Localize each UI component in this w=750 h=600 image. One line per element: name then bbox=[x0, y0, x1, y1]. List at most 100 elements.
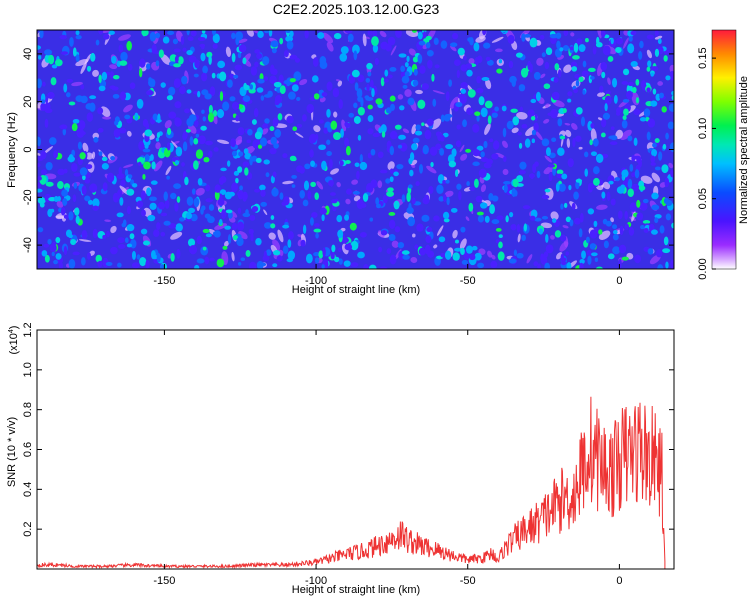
heatmap-cell bbox=[204, 213, 211, 219]
heatmap-cell bbox=[321, 160, 327, 171]
heatmap-cell bbox=[251, 205, 259, 212]
heatmap-cell bbox=[197, 36, 206, 42]
heatmap-cell bbox=[374, 57, 379, 66]
heatmap-cell-low bbox=[468, 58, 475, 65]
heatmap-cell bbox=[371, 36, 379, 47]
heatmap-cell bbox=[533, 261, 539, 267]
heatmap-cell bbox=[68, 233, 73, 239]
heatmap-cell bbox=[337, 229, 344, 239]
heatmap-cell bbox=[69, 36, 74, 47]
heatmap-cell bbox=[533, 122, 539, 132]
heatmap-cell bbox=[595, 266, 603, 269]
heatmap-cell bbox=[157, 113, 161, 124]
heatmap-cell bbox=[642, 220, 651, 224]
heatmap-cell bbox=[584, 151, 589, 158]
heatmap-cell bbox=[194, 120, 199, 128]
heatmap-cell bbox=[503, 184, 508, 193]
heatmap-cell bbox=[201, 109, 205, 114]
heatmap-cell bbox=[142, 173, 146, 180]
heatmap-cell bbox=[600, 30, 606, 38]
heatmap-cell bbox=[70, 238, 77, 246]
heatmap-cell bbox=[81, 229, 88, 240]
heatmap-cell bbox=[167, 30, 175, 36]
heatmap-cell bbox=[445, 143, 454, 150]
heatmap-cell bbox=[211, 30, 217, 36]
heatmap-cell bbox=[572, 55, 580, 60]
heatmap-cell-low bbox=[459, 238, 467, 250]
heatmap-cell bbox=[214, 184, 221, 193]
heatmap-cell bbox=[541, 215, 549, 220]
heatmap-cell bbox=[259, 137, 268, 147]
heatmap-cell-low bbox=[190, 108, 196, 117]
heatmap-cell bbox=[529, 215, 536, 221]
heatmap-cell bbox=[51, 251, 55, 257]
heatmap-cell bbox=[186, 30, 190, 36]
heatmap-cell-low bbox=[432, 90, 445, 95]
heatmap-cell bbox=[200, 125, 207, 131]
heatmap-cell-low bbox=[123, 164, 134, 168]
heatmap-cell-low bbox=[465, 216, 470, 222]
heatmap-cell bbox=[377, 151, 384, 159]
heatmap-cell bbox=[366, 83, 370, 92]
heatmap-cell-low bbox=[411, 124, 417, 135]
heatmap-cell-low bbox=[516, 112, 528, 120]
heatmap-cell bbox=[375, 197, 380, 206]
heatmap-cell bbox=[454, 239, 459, 244]
heatmap-cell bbox=[367, 30, 373, 36]
heatmap-cell bbox=[143, 161, 151, 170]
heatmap-cell bbox=[411, 30, 418, 33]
heatmap-cell bbox=[460, 226, 466, 233]
heatmap-cell bbox=[296, 123, 303, 128]
heatmap-cell-low bbox=[214, 223, 227, 230]
heatmap-cell bbox=[124, 237, 129, 244]
heatmap-cell bbox=[589, 243, 597, 250]
heatmap-cell bbox=[239, 185, 243, 191]
heatmap-cell bbox=[380, 77, 385, 87]
snr-x-tick-label: -150 bbox=[153, 575, 175, 587]
heatmap-cell bbox=[596, 36, 600, 46]
heatmap-cell bbox=[196, 129, 201, 134]
heatmap-cell bbox=[318, 90, 323, 95]
heatmap-cell bbox=[44, 254, 50, 263]
heatmap-cell bbox=[313, 93, 320, 100]
heatmap-cell-low bbox=[404, 89, 412, 97]
heatmap-cell bbox=[414, 244, 419, 250]
heatmap-cell bbox=[587, 120, 593, 131]
heatmap-cell bbox=[143, 240, 151, 246]
heatmap-cell bbox=[204, 93, 212, 100]
heatmap-cell bbox=[110, 246, 118, 255]
heatmap-cell bbox=[603, 240, 609, 249]
heatmap-cell bbox=[610, 126, 615, 131]
heatmap-cell bbox=[626, 90, 633, 100]
heatmap-cell bbox=[37, 182, 42, 188]
heatmap-cell bbox=[182, 47, 187, 52]
heatmap-cell bbox=[187, 207, 196, 213]
heatmap-cell bbox=[193, 197, 200, 208]
heatmap-cell bbox=[528, 173, 536, 179]
heatmap-cell bbox=[647, 118, 656, 128]
heatmap-cell bbox=[651, 229, 658, 235]
heatmap-cell bbox=[530, 98, 537, 104]
heatmap-cell bbox=[602, 45, 611, 56]
heatmap-cell bbox=[527, 109, 535, 117]
heatmap-cell bbox=[490, 260, 498, 269]
heatmap-cell bbox=[61, 189, 68, 197]
heatmap-cell bbox=[263, 76, 269, 81]
heatmap-cell bbox=[498, 234, 503, 239]
heatmap-cell-low bbox=[78, 239, 92, 242]
heatmap-cell bbox=[415, 124, 421, 131]
heatmap-cell bbox=[627, 43, 635, 54]
heatmap-cell bbox=[174, 160, 180, 165]
heatmap-cell bbox=[375, 98, 383, 105]
heatmap-cell bbox=[222, 101, 230, 111]
heatmap-cell bbox=[654, 48, 660, 57]
heatmap-cell bbox=[554, 63, 560, 71]
heatmap-cell bbox=[398, 53, 407, 58]
heatmap-cell-low bbox=[495, 152, 506, 159]
heatmap-y-tick-label: 20 bbox=[22, 96, 34, 108]
heatmap-cell bbox=[139, 257, 147, 267]
heatmap-cell bbox=[318, 119, 324, 124]
heatmap-cell bbox=[589, 139, 593, 146]
heatmap-cell-low bbox=[123, 104, 133, 113]
heatmap-cell bbox=[565, 251, 569, 256]
